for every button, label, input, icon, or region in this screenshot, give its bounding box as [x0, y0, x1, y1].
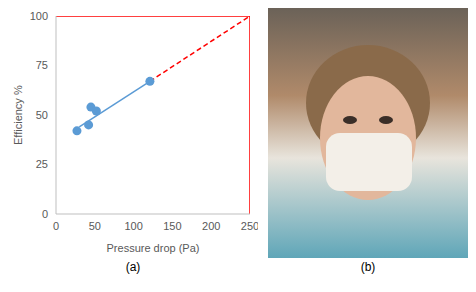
- html-text:(a): (a): [125, 260, 141, 274]
- svg-text:0: 0: [42, 208, 48, 220]
- svg-text:100: 100: [30, 10, 48, 22]
- svg-text:25: 25: [36, 158, 48, 170]
- svg-text:200: 200: [202, 220, 220, 232]
- svg-text:150: 150: [163, 220, 181, 232]
- svg-text:250: 250: [241, 220, 258, 232]
- svg-text:0: 0: [53, 220, 59, 232]
- svg-text:Efficiency %: Efficiency %: [12, 85, 24, 145]
- svg-text:75: 75: [36, 59, 48, 71]
- svg-text:Pressure drop (Pa): Pressure drop (Pa): [107, 242, 200, 254]
- svg-text:50: 50: [89, 220, 101, 232]
- html-text:(b): (b): [360, 260, 376, 274]
- svg-text:100: 100: [124, 220, 142, 232]
- svg-text:50: 50: [36, 109, 48, 121]
